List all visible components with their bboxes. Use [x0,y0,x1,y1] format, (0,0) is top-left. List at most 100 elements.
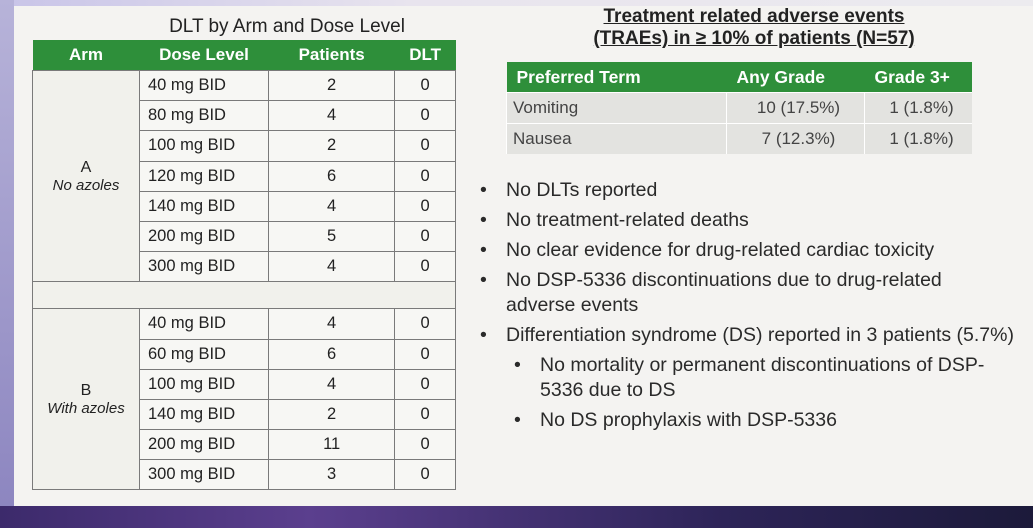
header-dlt: DLT [394,40,456,71]
term-cell: Vomiting [506,92,727,124]
trae-header-row: Preferred Term Any Grade Grade 3+ [506,62,972,93]
slide-content: DLT by Arm and Dose Level Arm Dose Level… [14,6,1033,506]
dlt-header-row: Arm Dose Level Patients DLT [32,40,456,71]
bullet-item: • Differentiation syndrome (DS) reported … [476,323,1016,348]
dlt-cell: 0 [394,398,456,431]
table-row: A No azoles 40 mg BID 2 0 [32,69,456,283]
patients-cell: 6 [267,338,396,370]
bullet-icon: • [480,269,487,291]
dose-cell: 40 mg BID [139,308,269,340]
patients-cell: 2 [267,69,396,102]
bullet-icon: • [480,239,487,261]
dlt-cell: 0 [394,459,456,491]
patients-cell: 2 [267,130,396,162]
grade3-cell: 1 (1.8%) [864,123,972,154]
header-patients: Patients [268,40,395,71]
dlt-cell: 0 [394,69,456,102]
bullet-icon: • [480,209,487,231]
arm-description: With azoles [47,399,125,417]
trae-table-title: Treatment related adverse events (TRAEs)… [554,6,954,50]
dlt-cell: 0 [394,338,456,370]
patients-cell: 4 [267,190,396,222]
patients-cell: 2 [267,398,396,431]
dlt-cell: 0 [394,251,456,283]
term-cell: Nausea [506,123,727,154]
table-row: 140 mg BID 2 0 [33,398,456,431]
bullet-icon: • [514,409,521,431]
grade3-cell: 1 (1.8%) [864,92,972,124]
bullet-text: No DS prophylaxis with DSP-5336 [540,409,837,431]
patients-cell: 4 [267,308,396,340]
dlt-cell: 0 [394,308,456,340]
dose-cell: 200 mg BID [139,429,269,461]
any-grade-cell: 10 (17.5%) [726,92,865,124]
table-row: B With azoles 40 mg BID 4 0 [32,308,456,491]
sub-bullet-item: • No mortality or permanent discontinuati… [476,353,1016,403]
dlt-cell: 0 [394,220,456,253]
arm-description: No azoles [52,176,120,194]
patients-cell: 4 [267,368,396,400]
dose-cell: 300 mg BID [139,251,269,283]
dlt-cell: 0 [394,190,456,222]
slide-bottom-banner [0,506,1033,528]
dose-cell: 200 mg BID [139,220,269,253]
arm-letter: B [80,381,92,399]
patients-cell: 6 [267,160,396,192]
dlt-cell: 0 [394,429,456,461]
bullet-text: No clear evidence for drug-related cardi… [506,239,935,261]
trae-title-line1: Treatment related adverse events [603,6,905,27]
bullet-item: • No DLTs reported [476,178,1016,203]
any-grade-cell: 7 (12.3%) [726,123,865,154]
dose-cell: 60 mg BID [139,338,269,370]
bullet-icon: • [514,354,521,376]
dlt-cell: 0 [394,160,456,192]
trae-title-line2: (TRAEs) in ≥ 10% of patients (N=57) [593,28,915,49]
table-row: 120 mg BID 6 0 [33,160,456,192]
header-arm: Arm [32,40,140,71]
dose-cell: 100 mg BID [139,130,269,162]
table-row: Nausea 7 (12.3%) 1 (1.8%) [506,123,972,154]
dose-cell: 80 mg BID [139,100,269,132]
dlt-cell: 0 [394,130,456,162]
arm-cell: A No azoles [32,69,140,283]
bullet-text: No DSP-5336 discontinuations due to drug… [506,269,942,316]
dlt-table: Arm Dose Level Patients DLT A No azoles 40… [32,40,456,491]
slide-top-banner [0,0,1033,10]
findings-bullet-list: • No DLTs reported • No treatment-related d… [476,178,1016,438]
bullet-text: No mortality or permanent discontinuatio… [540,354,985,401]
table-row: 100 mg BID 4 0 [33,368,456,400]
table-row: 140 mg BID 4 0 [33,190,456,222]
dose-cell: 120 mg BID [139,160,269,192]
patients-cell: 4 [267,100,396,132]
bullet-item: • No treatment-related deaths [476,208,1016,233]
bullet-text: No DLTs reported [506,179,658,201]
bullet-text: No treatment-related deaths [506,209,749,231]
dose-cell: 140 mg BID [139,190,269,222]
dlt-cell: 0 [394,368,456,400]
table-row: 200 mg BID 11 0 [33,429,456,461]
separator-cell [32,281,456,310]
bullet-icon: • [480,324,487,346]
trae-table: Preferred Term Any Grade Grade 3+ Vomiti… [506,62,972,154]
table-row: 300 mg BID 4 0 [33,251,456,283]
dose-cell: 100 mg BID [139,368,269,400]
dose-cell: 140 mg BID [139,398,269,431]
table-row: Vomiting 10 (17.5%) 1 (1.8%) [506,92,972,124]
header-any-grade: Any Grade [726,62,865,93]
dlt-cell: 0 [394,100,456,132]
sub-bullet-item: • No DS prophylaxis with DSP-5336 [476,408,1016,433]
patients-cell: 3 [267,459,396,491]
arm-separator-row [32,281,456,310]
table-row: 60 mg BID 6 0 [33,338,456,370]
header-grade3: Grade 3+ [864,62,972,93]
patients-cell: 11 [267,429,396,461]
table-row: 100 mg BID 2 0 [33,130,456,162]
patients-cell: 4 [267,251,396,283]
bullet-text: Differentiation syndrome (DS) reported i… [506,324,1014,346]
arm-cell: B With azoles [32,308,140,491]
dose-cell: 300 mg BID [139,459,269,491]
table-row: 300 mg BID 3 0 [33,459,456,491]
patients-cell: 5 [267,220,396,253]
arm-letter: A [80,158,92,176]
bullet-icon: • [480,179,487,201]
